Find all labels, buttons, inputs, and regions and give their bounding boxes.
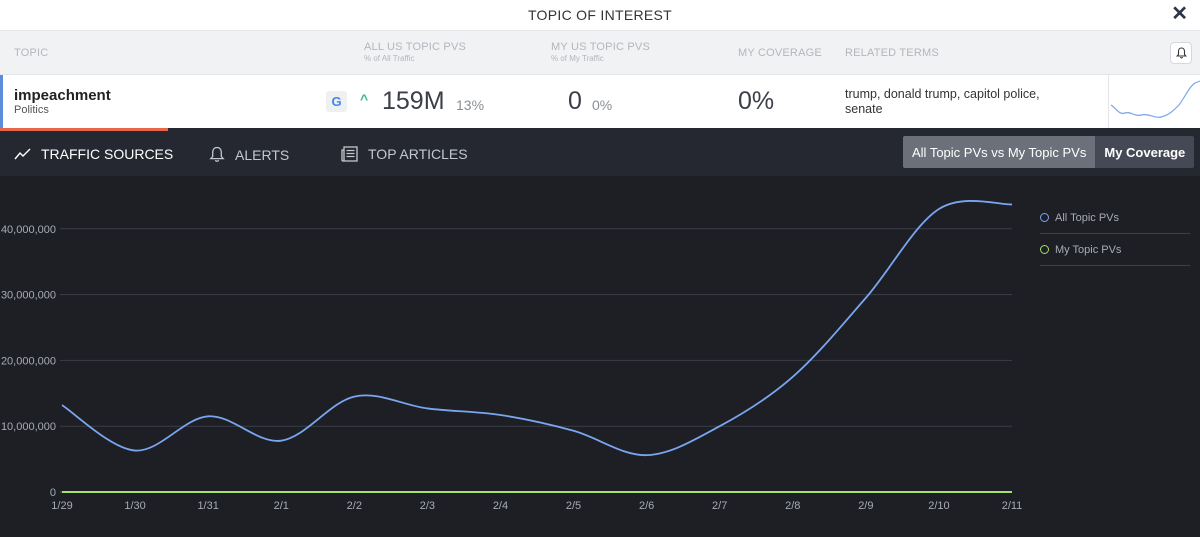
x-tick-label: 2/3 (420, 500, 435, 512)
tab-alerts[interactable]: ALERTS (209, 146, 289, 163)
notify-button[interactable] (1170, 42, 1192, 64)
trend-up-icon: ^ (360, 91, 369, 107)
tab-alerts-label: ALERTS (235, 146, 290, 163)
x-tick-label: 2/5 (566, 500, 581, 512)
traffic-chart: 0 10,000,000 20,000,000 30,000,000 40,000,00… (0, 176, 1200, 537)
tab-traffic-sources[interactable]: TRAFFIC SOURCES (14, 146, 173, 162)
col-topic: TOPIC (14, 47, 49, 59)
legend-dot-green-icon (1040, 245, 1049, 254)
row-selection-indicator (0, 75, 3, 128)
legend-label-my: My Topic PVs (1055, 243, 1122, 256)
my-topic-pvs-percent: 0% (592, 97, 613, 113)
line-chart: 0 10,000,000 20,000,000 30,000,000 40,000,00… (1, 200, 1023, 512)
progress-bar (0, 128, 168, 131)
col-related-terms: RELATED TERMS (845, 47, 939, 59)
y-tick-label: 20,000,000 (1, 355, 56, 367)
x-tick-label: 2/8 (785, 500, 800, 512)
col-all-us-sub: % of All Traffic (364, 54, 415, 63)
trend-line-icon (14, 148, 31, 160)
tab-top-articles[interactable]: TOP ARTICLES (341, 146, 468, 162)
y-tick-label: 0 (50, 487, 56, 499)
tab-top-articles-label: TOP ARTICLES (368, 146, 468, 162)
bell-icon (1175, 47, 1187, 59)
tab-traffic-sources-label: TRAFFIC SOURCES (41, 146, 174, 162)
toggle-my-coverage-button[interactable]: My Coverage (1095, 136, 1195, 168)
legend-item-all-topic-pvs[interactable]: All Topic PVs (1040, 202, 1190, 234)
x-tick-label: 2/2 (347, 500, 362, 512)
x-tick-label: 2/7 (712, 500, 727, 512)
view-toggle: All Topic PVs vs My Topic PVs My Coverag… (903, 136, 1195, 168)
col-my-us-sub: % of My Traffic (551, 54, 604, 63)
legend-dot-blue-icon (1040, 213, 1049, 222)
col-my-coverage: MY COVERAGE (738, 47, 822, 59)
topic-row[interactable]: impeachment Politics G ^ 159M 13% 0 0% 0… (0, 75, 1200, 128)
y-tick-label: 40,000,000 (1, 224, 56, 236)
newspaper-icon (341, 146, 358, 162)
col-my-us-topic-pvs: MY US TOPIC PVS % of My Traffic (551, 41, 650, 63)
x-tick-label: 1/30 (124, 500, 145, 512)
series-line-all-topic-pvs (61, 200, 1013, 457)
close-icon[interactable]: ✕ (1171, 3, 1188, 25)
table-header: TOPIC ALL US TOPIC PVS % of All Traffic … (0, 30, 1200, 75)
all-topic-pvs-value: 159M (382, 87, 445, 115)
x-tick-label: 1/29 (51, 500, 72, 512)
sparkline (1108, 75, 1200, 128)
legend-label-all: All Topic PVs (1055, 211, 1119, 224)
toggle-all-vs-my-button[interactable]: All Topic PVs vs My Topic PVs (903, 136, 1096, 168)
google-icon: G (326, 91, 347, 112)
topic-name: impeachment (14, 87, 111, 104)
my-topic-pvs-value: 0 (568, 87, 582, 115)
x-tick-label: 2/6 (639, 500, 654, 512)
window-title: TOPIC OF INTEREST (527, 7, 673, 23)
x-tick-label: 2/10 (928, 500, 949, 512)
col-my-us-label: MY US TOPIC PVS (551, 41, 650, 53)
title-bar: TOPIC OF INTEREST ✕ (0, 0, 1200, 30)
related-terms: trump, donald trump, capitol police, sen… (845, 87, 1040, 116)
y-tick-label: 30,000,000 (1, 290, 56, 302)
chart-legend: All Topic PVs My Topic PVs (1040, 202, 1190, 266)
col-all-us-topic-pvs: ALL US TOPIC PVS % of All Traffic (364, 41, 466, 63)
all-topic-pvs-percent: 13% (456, 97, 485, 113)
topic-category: Politics (14, 104, 49, 116)
col-all-us-label: ALL US TOPIC PVS (364, 41, 467, 53)
y-tick-label: 10,000,000 (1, 421, 56, 433)
x-tick-label: 2/11 (1002, 500, 1023, 512)
legend-item-my-topic-pvs[interactable]: My Topic PVs (1040, 234, 1190, 266)
x-tick-label: 2/4 (493, 500, 508, 512)
x-tick-label: 2/9 (858, 500, 873, 512)
x-tick-label: 2/1 (274, 500, 289, 512)
x-tick-label: 1/31 (197, 500, 218, 512)
tab-bar: TRAFFIC SOURCES ALERTS TOP ARTICLES All … (0, 131, 1200, 176)
my-coverage-value: 0% (738, 87, 775, 115)
bell-icon (209, 146, 225, 162)
